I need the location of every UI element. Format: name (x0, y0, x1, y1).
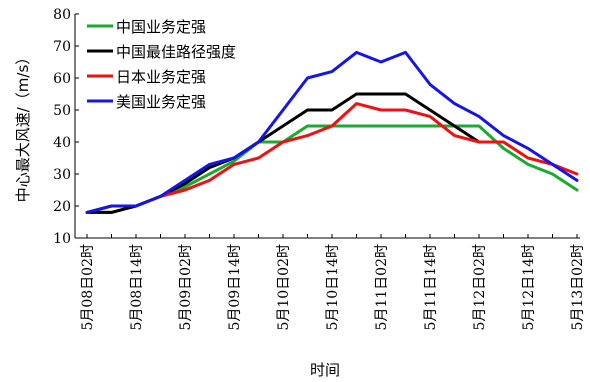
series-line-3 (85, 50, 579, 214)
x-tick-label: 5月09日02时 (178, 244, 194, 331)
y-tick-label: 70 (53, 39, 71, 55)
legend-label-2: 日本业务定强 (116, 68, 206, 86)
y-tick-label: 50 (53, 103, 71, 119)
series-layer (85, 50, 579, 214)
x-axis-title: 时间 (310, 361, 340, 379)
x-tick-label: 5月11日14时 (423, 244, 439, 331)
x-tick-label: 5月10日14时 (325, 244, 341, 331)
series-line-0 (85, 124, 579, 214)
y-tick-label: 80 (53, 7, 71, 23)
x-tick-label: 5月08日14时 (129, 244, 145, 331)
y-tick-label: 40 (53, 135, 71, 151)
y-tick-label: 10 (53, 231, 71, 247)
x-tick-label: 5月12日02时 (472, 244, 488, 331)
axes: 10 20 30 40 50 60 70 80 5月08日02时 5月08日14时 5月09日02时… (53, 7, 586, 331)
x-tick-label: 5月08日02时 (80, 244, 96, 331)
x-tick-label: 5月13日02时 (570, 244, 586, 331)
legend-label-0: 中国业务定强 (116, 18, 206, 36)
x-tick-label: 5月11日02时 (374, 244, 390, 331)
y-tick-label: 30 (53, 167, 71, 183)
legend-label-1: 中国最佳路径强度 (116, 43, 236, 61)
y-tick-label: 20 (53, 199, 71, 215)
y-tick-label: 60 (53, 71, 71, 87)
x-tick-label: 5月09日14时 (227, 244, 243, 331)
x-tick-label: 5月12日14时 (521, 244, 537, 331)
x-tick-label: 5月10日02时 (276, 244, 292, 331)
legend-label-3: 美国业务定强 (116, 93, 206, 111)
y-axis-title: 中心最大风速/（m/s） (14, 50, 32, 203)
series-line-2 (85, 102, 579, 214)
